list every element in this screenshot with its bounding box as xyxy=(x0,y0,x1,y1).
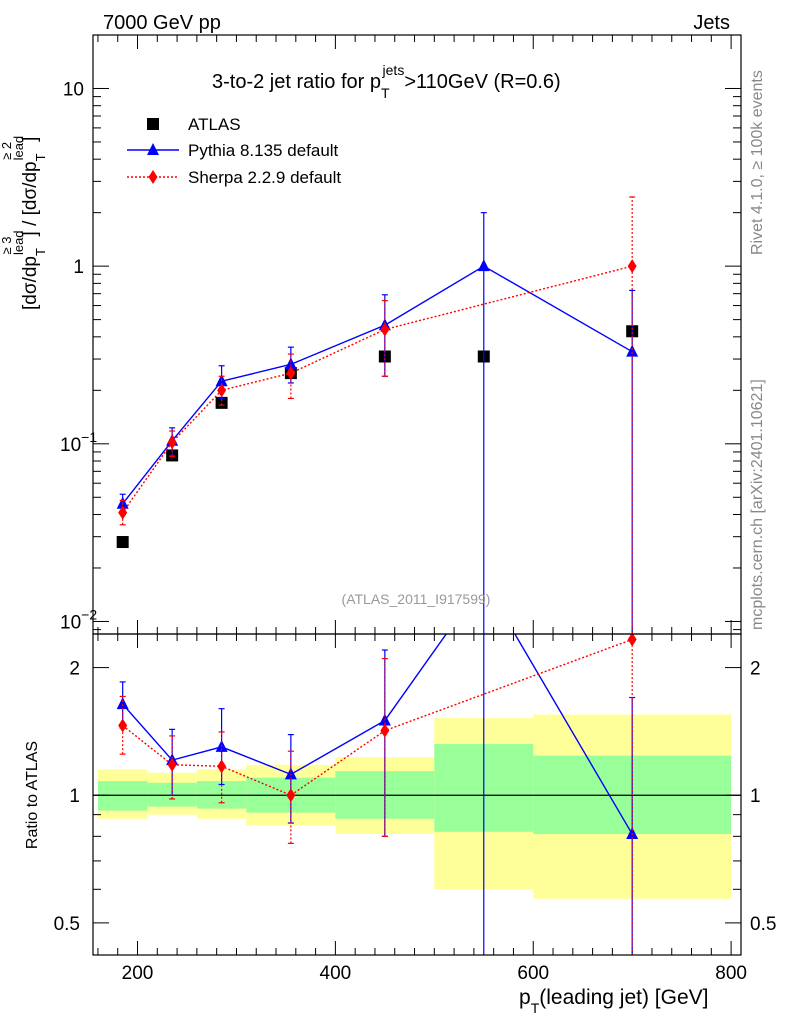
ratio-diamond-point xyxy=(167,757,177,772)
main-triangle-point xyxy=(477,259,490,272)
x-tick-label: 200 xyxy=(122,963,154,984)
main-y-tick-label: 10−1 xyxy=(60,429,97,456)
main-y-tick-label: 1 xyxy=(73,257,84,278)
legend-label: Sherpa 2.2.9 default xyxy=(188,168,341,187)
header-right: Jets xyxy=(693,12,730,34)
ratio-diamond-point xyxy=(286,788,296,803)
main-panel: 10 1 10−1 10−2 ATLAS Pythia 8.135 default Sher… xyxy=(60,34,742,635)
ratio-y-tick-label-left: 2 xyxy=(69,659,80,680)
ratio-diamond-point xyxy=(627,632,637,647)
legend-marker xyxy=(147,118,159,130)
ratio-triangle-point xyxy=(284,767,297,780)
legend-marker xyxy=(147,143,159,155)
main-triangle-point xyxy=(284,357,297,370)
ratio-y-axis-label: Ratio to ATLAS xyxy=(24,741,41,849)
ratio-y-tick-label-right: 1 xyxy=(750,786,761,807)
x-axis-label: pT(leading jet) [GeV] xyxy=(519,986,709,1016)
main-diamond-point xyxy=(217,383,227,398)
legend-label: Pythia 8.135 default xyxy=(188,141,339,160)
main-diamond-point xyxy=(286,366,296,381)
atlas-data-point xyxy=(116,536,129,549)
ratio-diamond-point xyxy=(380,723,390,738)
main-triangle-point xyxy=(626,344,639,357)
ratio-frame xyxy=(92,633,742,956)
atlas-data-point xyxy=(215,396,228,409)
watermark: (ATLAS_2011_I917599) xyxy=(342,591,491,607)
main-diamond-point xyxy=(118,505,128,520)
main-y-tick-label: 10 xyxy=(63,79,84,100)
main-diamond-point xyxy=(380,322,390,337)
ratio-y-tick-label-right: 0.5 xyxy=(750,914,776,935)
x-tick-label: 600 xyxy=(517,963,549,984)
ratio-y-tick-label-right: 2 xyxy=(750,659,761,680)
ratio-y-tick-label-left: 1 xyxy=(69,786,80,807)
x-tick-label: 800 xyxy=(715,963,747,984)
legend-label: ATLAS xyxy=(188,115,241,134)
main-triangle-series-line xyxy=(122,265,633,505)
header-left: 7000 GeV pp xyxy=(103,12,221,34)
main-diamond-series-line xyxy=(122,265,633,513)
legend-marker xyxy=(148,170,158,184)
ratio-diamond-point xyxy=(118,718,128,733)
main-y-tick-label: 10−2 xyxy=(60,606,97,633)
x-tick-label: 400 xyxy=(320,963,352,984)
mcplots-label: mcplots.cern.ch [arXiv:2401.10621] xyxy=(749,379,766,630)
ratio-triangle-point xyxy=(116,697,129,710)
ratio-diamond-point xyxy=(217,759,227,774)
ratio-diamond-series-line xyxy=(122,638,633,797)
main-y-axis-label: [dσ/dpTlead≥ 3] / [dσ/dpTlead≥ 2] xyxy=(0,136,48,310)
main-diamond-point xyxy=(627,259,637,274)
chart-title: 3-to-2 jet ratio for pTjets>110GeV (R=0.… xyxy=(212,62,561,101)
main-triangle-point xyxy=(116,496,129,509)
rivet-label: Rivet 4.1.0, ≥ 100k events xyxy=(749,70,766,255)
ratio-panel: 0.5 0.5 1 1 2 2 200 400 600 800 xyxy=(54,632,776,984)
main-diamond-point xyxy=(167,435,177,450)
ratio-y-tick-label-left: 0.5 xyxy=(54,914,80,935)
